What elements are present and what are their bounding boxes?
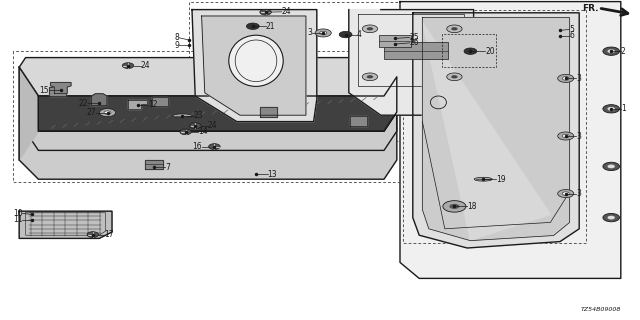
Circle shape (557, 74, 574, 83)
Circle shape (603, 162, 620, 171)
Text: 22: 22 (79, 99, 88, 108)
Text: 13: 13 (268, 170, 277, 179)
Circle shape (104, 111, 111, 114)
Circle shape (260, 9, 271, 15)
Polygon shape (38, 77, 397, 131)
Ellipse shape (229, 35, 283, 86)
Text: 14: 14 (198, 127, 208, 136)
Text: 16: 16 (192, 142, 202, 151)
Text: 2: 2 (621, 47, 625, 56)
Circle shape (557, 189, 574, 198)
Circle shape (209, 144, 220, 149)
Text: 20: 20 (485, 47, 495, 56)
Text: 3: 3 (307, 28, 312, 37)
Circle shape (563, 192, 569, 195)
Polygon shape (19, 67, 38, 160)
Text: 10: 10 (13, 209, 22, 218)
Circle shape (607, 107, 615, 111)
Circle shape (122, 63, 134, 68)
Text: 21: 21 (266, 22, 275, 31)
Ellipse shape (173, 114, 192, 118)
Polygon shape (422, 22, 550, 240)
Text: 8: 8 (175, 33, 179, 42)
Polygon shape (152, 97, 168, 106)
Polygon shape (400, 2, 621, 278)
Circle shape (563, 134, 569, 138)
Circle shape (87, 232, 99, 237)
Polygon shape (349, 10, 474, 115)
Text: 26: 26 (410, 38, 419, 47)
Text: 5: 5 (570, 25, 575, 34)
Circle shape (603, 47, 620, 55)
Circle shape (607, 49, 615, 53)
Polygon shape (422, 18, 570, 241)
Circle shape (367, 75, 373, 78)
Ellipse shape (474, 177, 492, 181)
Text: 24: 24 (141, 61, 150, 70)
Circle shape (367, 27, 373, 30)
Polygon shape (128, 100, 147, 109)
Text: 7: 7 (165, 163, 170, 172)
Circle shape (447, 25, 462, 33)
Circle shape (607, 164, 615, 168)
Circle shape (449, 204, 460, 209)
Text: 12: 12 (148, 100, 158, 109)
Text: FR.: FR. (582, 4, 598, 12)
Text: 24: 24 (282, 7, 291, 16)
Text: 23: 23 (193, 111, 203, 120)
Polygon shape (19, 58, 397, 96)
Circle shape (603, 105, 620, 113)
Circle shape (603, 213, 620, 222)
Text: 24: 24 (208, 121, 218, 130)
Text: 3: 3 (576, 132, 581, 140)
Text: 1: 1 (621, 104, 625, 113)
Text: B-55: B-55 (445, 16, 468, 25)
Text: 27: 27 (86, 108, 96, 117)
Bar (384, 42, 448, 59)
Text: 19: 19 (496, 175, 506, 184)
Circle shape (339, 31, 352, 38)
Text: TZ54B09008: TZ54B09008 (580, 307, 621, 312)
Bar (379, 35, 411, 47)
Text: 25: 25 (410, 33, 419, 42)
Polygon shape (51, 83, 71, 93)
Circle shape (464, 48, 477, 54)
Polygon shape (92, 94, 107, 106)
Circle shape (362, 73, 378, 81)
Circle shape (443, 201, 466, 212)
Text: 3: 3 (576, 74, 581, 83)
Text: 17: 17 (104, 230, 114, 239)
Circle shape (246, 23, 259, 29)
Polygon shape (202, 16, 306, 115)
Text: 18: 18 (467, 202, 477, 211)
Text: 9: 9 (174, 41, 179, 50)
Circle shape (362, 25, 378, 33)
Polygon shape (350, 116, 367, 125)
Circle shape (180, 129, 191, 135)
Circle shape (607, 216, 615, 220)
Text: 4: 4 (357, 30, 362, 39)
Circle shape (315, 29, 332, 37)
Bar (145, 160, 163, 169)
Polygon shape (19, 67, 397, 150)
Text: 6: 6 (570, 31, 575, 40)
Circle shape (447, 73, 462, 81)
Circle shape (99, 108, 116, 117)
Text: 3: 3 (576, 189, 581, 198)
Text: 15: 15 (39, 86, 49, 95)
Circle shape (451, 75, 458, 78)
Circle shape (189, 123, 201, 129)
Polygon shape (19, 211, 112, 238)
Polygon shape (19, 112, 397, 179)
Circle shape (563, 77, 569, 80)
Circle shape (320, 31, 326, 35)
Circle shape (451, 27, 458, 30)
Text: 11: 11 (13, 215, 22, 224)
Polygon shape (192, 10, 317, 122)
Polygon shape (413, 13, 579, 248)
Polygon shape (49, 87, 66, 96)
Circle shape (557, 132, 574, 140)
Polygon shape (260, 107, 277, 117)
